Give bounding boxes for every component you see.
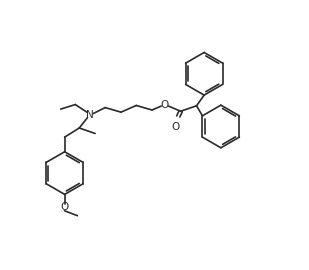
Text: O: O	[161, 100, 169, 110]
Text: O: O	[61, 202, 69, 212]
Text: N: N	[86, 110, 94, 120]
Text: O: O	[171, 122, 179, 132]
